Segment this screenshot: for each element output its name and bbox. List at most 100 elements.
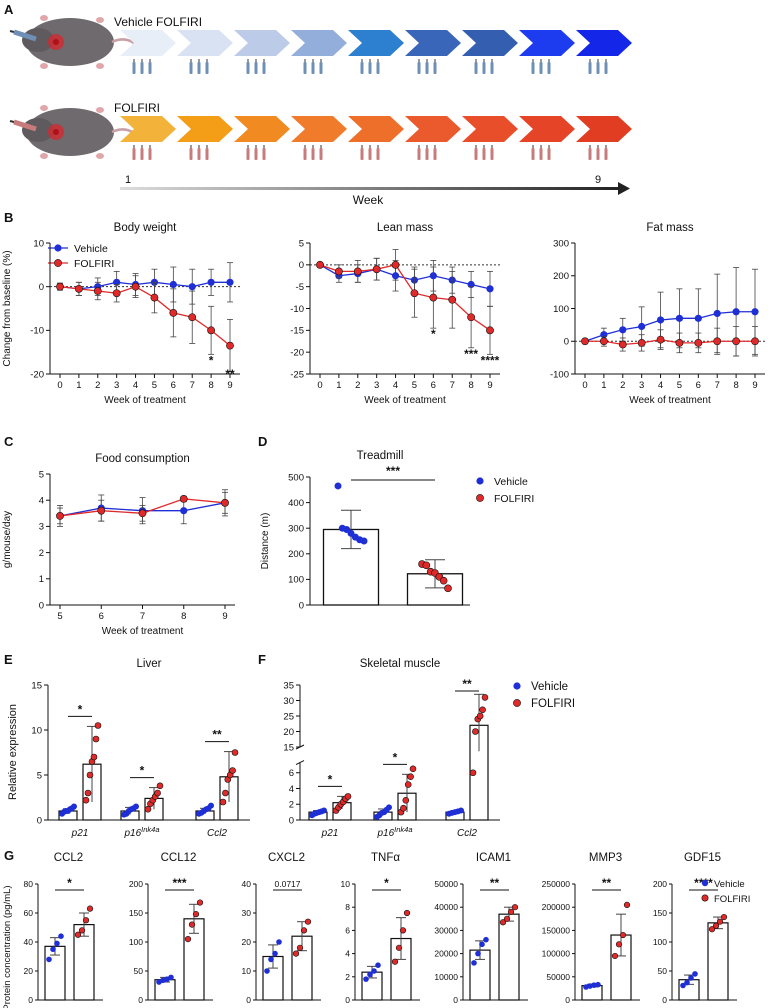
G-3-point-vehicle xyxy=(371,968,377,974)
B2-significance: **** xyxy=(481,353,500,367)
chart-treadmill: Treadmill 0 100 200 300 400 500 Distance (m) *** xyxy=(260,450,470,611)
legend-g-vehicle-marker xyxy=(701,879,709,887)
B2-point-folfiri xyxy=(316,260,324,269)
F-y-tick-label: 30 xyxy=(283,696,294,707)
G-3-y-tick-label: 2 xyxy=(345,972,350,982)
C-y-tick-label: 1 xyxy=(39,574,44,585)
E-point-folfiri xyxy=(86,771,94,779)
B2-y-tick-label: -25 xyxy=(290,369,304,380)
G-3-y-tick-label: 8 xyxy=(345,902,350,912)
folfiri-chevron-week-7 xyxy=(462,116,518,142)
chart-lean-mass: Lean mass -25 -20 -15 -10 -5 0 5 0 1 2 3 4 5 6 7 8 9 Week … xyxy=(290,222,500,406)
E-point-folfiri xyxy=(222,789,229,797)
G-0-point-vehicle xyxy=(50,946,56,953)
G-0-y-tick-label: 80 xyxy=(24,879,34,889)
G-4-point-vehicle xyxy=(483,936,489,943)
B2-x-tick-label: 4 xyxy=(393,380,398,391)
folfiri-sample-tube-icon xyxy=(311,148,315,160)
B1-title: Body weight xyxy=(114,222,177,234)
B1-y-axis-label: Change from baseline (%) xyxy=(2,250,13,366)
G-0-point-folfiri xyxy=(78,927,86,934)
G-0-y-tick-label: 0 xyxy=(28,995,33,1005)
legend-g: Vehicle FOLFIRI xyxy=(701,879,750,905)
vehicle-sample-tube-icon xyxy=(205,62,209,74)
B1-x-tick-label: 8 xyxy=(208,380,213,391)
E-significance: ** xyxy=(212,728,222,742)
E-y-tick-label: 5 xyxy=(37,770,42,781)
B3-y-tick-label: 200 xyxy=(553,271,569,282)
C-x-tick-label: 6 xyxy=(99,611,104,622)
G-2-y-tick-label: 30 xyxy=(242,908,252,918)
B3-y-tick-label: -100 xyxy=(550,369,569,380)
panel-label-c: C xyxy=(4,434,14,449)
folfiri-sample-tube-icon xyxy=(482,148,486,160)
vehicle-chevron-week-9 xyxy=(576,30,632,56)
B1-point-folfiri xyxy=(56,282,64,291)
G-4-point-folfiri xyxy=(503,915,511,922)
D-y-tick-label: 500 xyxy=(288,472,304,483)
vehicle-sample-tube-icon xyxy=(140,62,144,74)
week-arrowhead-icon xyxy=(618,182,630,195)
G-2-y-tick-label: 40 xyxy=(242,879,252,889)
G-2-point-folfiri xyxy=(304,918,312,925)
E-point-folfiri xyxy=(94,722,102,729)
B3-point-folfiri xyxy=(713,337,722,346)
F-y-tick-label: 35 xyxy=(283,680,294,691)
C-point-folfiri xyxy=(221,498,229,507)
G-3-significance: * xyxy=(384,876,389,890)
B3-x-tick-label: 3 xyxy=(639,380,644,391)
vehicle-sample-tube-icon xyxy=(482,62,486,74)
mouse-illustration-vehicle xyxy=(22,15,136,69)
F-point-folfiri xyxy=(402,797,410,804)
B3-point-vehicle xyxy=(732,308,740,316)
D-y-tick-label: 300 xyxy=(288,524,304,535)
B3-point-vehicle xyxy=(638,322,646,331)
G-5-point-folfiri xyxy=(615,941,623,948)
B2-series-line-folfiri xyxy=(319,264,491,331)
vehicle-sample-tube-icon xyxy=(474,62,478,74)
week-axis-label: Week xyxy=(353,193,384,207)
F-point-vehicle xyxy=(386,804,392,811)
vehicle-sample-tube-icon xyxy=(246,62,250,74)
G-0-point-vehicle xyxy=(58,933,64,939)
G-3-point-folfiri xyxy=(399,927,407,934)
G-3-y-tick-label: 4 xyxy=(345,949,350,959)
B1-x-tick-label: 1 xyxy=(76,380,81,391)
E-group-label: Ccl2 xyxy=(207,828,227,839)
B1-x-tick-label: 3 xyxy=(114,380,119,391)
G-5-significance: ** xyxy=(602,876,612,890)
G-2-significance: 0.0717 xyxy=(275,879,301,889)
folfiri-sample-tube-icon xyxy=(474,148,478,160)
G-3-point-vehicle xyxy=(363,976,369,982)
B3-x-tick-label: 5 xyxy=(677,380,682,391)
panel-a-schematic: Vehicle FOLFIRI FOLFIRI xyxy=(9,15,632,207)
B1-x-tick-label: 9 xyxy=(227,380,232,391)
panel-label-a: A xyxy=(4,2,14,17)
G-4-point-folfiri xyxy=(499,919,507,926)
E-significance: * xyxy=(140,764,145,778)
G-0-point-folfiri xyxy=(74,931,82,938)
D-point-vehicle xyxy=(360,537,368,545)
B1-x-tick-label: 0 xyxy=(57,380,62,391)
G-4-y-tick-label: 0 xyxy=(453,995,458,1005)
g-ylabel: Protein concentration (pg/mL) xyxy=(2,885,13,1008)
B2-point-vehicle xyxy=(486,285,494,293)
B3-x-tick-label: 8 xyxy=(733,380,738,391)
C-title: Food consumption xyxy=(95,453,190,465)
D-title: Treadmill xyxy=(357,450,404,462)
D-y-tick-label: 100 xyxy=(288,575,304,586)
E-point-folfiri xyxy=(144,805,152,813)
B1-significance: * xyxy=(209,353,214,367)
folfiri-chevron-week-4 xyxy=(291,116,347,142)
B1-x-tick-label: 7 xyxy=(190,380,195,391)
legend-b-folfiri: FOLFIRI xyxy=(74,258,114,270)
G-0-title: CCL2 xyxy=(54,852,83,864)
B3-series-line-folfiri xyxy=(585,338,755,346)
B3-point-vehicle xyxy=(656,316,665,324)
B3-x-tick-label: 1 xyxy=(601,380,606,391)
G-3-point-folfiri xyxy=(391,958,399,965)
C-x-tick-label: 9 xyxy=(222,611,227,622)
G-0-significance: * xyxy=(67,876,72,890)
B1-x-tick-label: 6 xyxy=(171,380,176,391)
